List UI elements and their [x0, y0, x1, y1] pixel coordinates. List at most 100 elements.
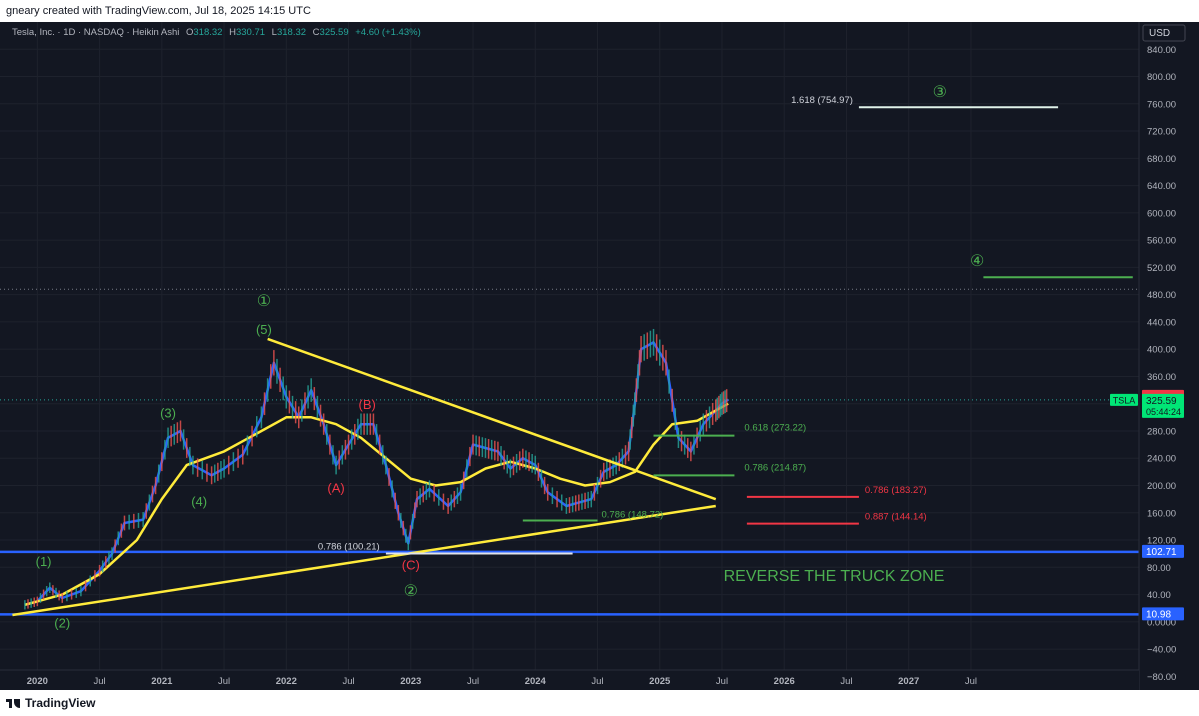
- high-value: 330.71: [236, 27, 265, 38]
- fib-label: 0.786 (100.21): [318, 542, 380, 553]
- x-tick-label: Jul: [716, 676, 728, 687]
- y-tick-label: 440.00: [1147, 317, 1176, 328]
- fib-label: 0.786 (183.27): [865, 485, 927, 496]
- y-tick-label: 800.00: [1147, 72, 1176, 83]
- x-tick-label: Jul: [467, 676, 479, 687]
- y-tick-label: 600.00: [1147, 208, 1176, 219]
- wave-label: (5): [256, 322, 272, 337]
- fib-label: 0.786 (148.72): [602, 509, 664, 520]
- footer-bar: TradingView: [0, 690, 1199, 716]
- y-tick-label: 720.00: [1147, 127, 1176, 138]
- symbol-tag: [1110, 393, 1138, 406]
- wave-label: (B): [359, 397, 376, 412]
- low-label: L: [272, 27, 277, 38]
- series-layer: [24, 328, 729, 610]
- y-tick-label: 680.00: [1147, 154, 1176, 165]
- wave-label: (A): [327, 480, 344, 495]
- fib-label: 0.618 (273.22): [744, 423, 806, 434]
- low-value: 318.32: [277, 27, 306, 38]
- y-tick-label: 0.0000: [1147, 617, 1176, 628]
- hline-badge-label: 10.98: [1146, 609, 1171, 620]
- open-label: O: [186, 27, 193, 38]
- wave-label: (2): [54, 615, 70, 630]
- countdown-label: 05:44:24: [1146, 407, 1181, 417]
- tradingview-logo[interactable]: TradingView: [6, 696, 95, 710]
- fib-label: 1.618 (754.97): [791, 95, 853, 106]
- x-tick-label: 2023: [400, 676, 421, 687]
- x-tick-label: 2020: [27, 676, 48, 687]
- x-tick-label: Jul: [218, 676, 230, 687]
- attribution-text: gneary created with TradingView.com, Jul…: [6, 5, 311, 17]
- zone-label: REVERSE THE TRUCK ZONE: [724, 568, 945, 585]
- hline-badge-label: 102.71: [1146, 547, 1177, 558]
- moving-average-line: [24, 402, 729, 607]
- wave-label: ①: [257, 293, 271, 310]
- y-tick-label: 560.00: [1147, 236, 1176, 247]
- price-axis: 840.00 800.00 760.00 720.00 680.00 640.00 600.…: [1147, 45, 1176, 683]
- hline-badge: [1142, 607, 1184, 621]
- x-tick-label: 2027: [898, 676, 919, 687]
- open-value: 318.32: [193, 27, 222, 38]
- y-tick-label: −40.00: [1147, 645, 1176, 656]
- wave-annotations: ① (5) (3) (4) (1) (2) (A) (B) (C) ② ③ ④ REVERSE THE …: [36, 84, 985, 630]
- fib-label: 0.786 (214.87): [744, 462, 806, 473]
- currency-label: USD: [1149, 28, 1170, 39]
- y-tick-label: 520.00: [1147, 263, 1176, 274]
- tradingview-logo-icon: [6, 697, 20, 709]
- close-value: 325.59: [320, 27, 349, 38]
- price-line: [24, 341, 729, 607]
- change-value: +4.60 (+1.43%): [355, 27, 421, 38]
- footer-brand: TradingView: [25, 696, 96, 710]
- currency-button[interactable]: [1142, 24, 1186, 42]
- y-tick-label: 200.00: [1147, 481, 1176, 492]
- x-tick-label: 2025: [649, 676, 671, 687]
- y-tick-label: 160.00: [1147, 508, 1176, 519]
- y-tick-label: 360.00: [1147, 372, 1176, 383]
- x-tick-label: Jul: [342, 676, 354, 687]
- close-label: C: [313, 27, 320, 38]
- x-tick-label: Jul: [840, 676, 852, 687]
- fib-label: 0.887 (144.14): [865, 512, 927, 523]
- x-tick-label: 2026: [774, 676, 795, 687]
- price-axis-bg: [1139, 22, 1199, 690]
- y-tick-label: 120.00: [1147, 536, 1176, 547]
- price-chart[interactable]: 1.618 (754.97)0.382 (505.52)0.618 (273.2…: [0, 22, 1199, 690]
- wave-label: ④: [970, 253, 984, 270]
- trendline: [267, 337, 717, 501]
- x-tick-label: Jul: [591, 676, 603, 687]
- symbol-tag-label: TSLA: [1113, 395, 1136, 405]
- time-axis: 2020 Jul 2021 Jul 2022 Jul 2023 Jul 2024 Jul 2025 J…: [27, 676, 977, 687]
- wave-label: (3): [160, 405, 176, 420]
- y-tick-label: 640.00: [1147, 181, 1176, 192]
- last-price-badge: [1142, 393, 1184, 418]
- time-axis-bg: [0, 670, 1139, 690]
- symbol-name: Tesla, Inc. · 1D · NASDAQ · Heikin Ashi: [12, 27, 179, 38]
- y-tick-label: 280.00: [1147, 426, 1176, 437]
- y-tick-label: 40.00: [1147, 590, 1171, 601]
- horizontal-lines: [0, 288, 1139, 616]
- y-tick-label: 240.00: [1147, 454, 1176, 465]
- y-tick-label: 760.00: [1147, 99, 1176, 110]
- y-tick-label: −80.00: [1147, 672, 1176, 683]
- x-tick-label: 2024: [525, 676, 547, 687]
- wave-label: ③: [933, 84, 947, 101]
- wave-label: (4): [191, 494, 207, 509]
- wave-label: (1): [36, 554, 52, 569]
- chart-panel[interactable]: 1.618 (754.97)0.382 (505.52)0.618 (273.2…: [0, 22, 1199, 690]
- x-tick-label: 2022: [276, 676, 297, 687]
- y-tick-label: 480.00: [1147, 290, 1176, 301]
- x-tick-label: Jul: [94, 676, 106, 687]
- grid: [0, 22, 1139, 677]
- trendline: [12, 504, 716, 617]
- wave-label: ②: [404, 583, 418, 600]
- y-tick-label: 80.00: [1147, 563, 1171, 574]
- chart-attribution-bar: gneary created with TradingView.com, Jul…: [0, 0, 1199, 22]
- wave-label: (C): [402, 557, 420, 572]
- hline-badge: [1142, 544, 1184, 558]
- x-tick-label: 2021: [151, 676, 173, 687]
- high-label: H: [229, 27, 236, 38]
- symbol-line: Tesla, Inc. · 1D · NASDAQ · Heikin Ashi …: [12, 27, 421, 38]
- x-tick-label: Jul: [965, 676, 977, 687]
- last-price-label: 325.59: [1146, 396, 1177, 407]
